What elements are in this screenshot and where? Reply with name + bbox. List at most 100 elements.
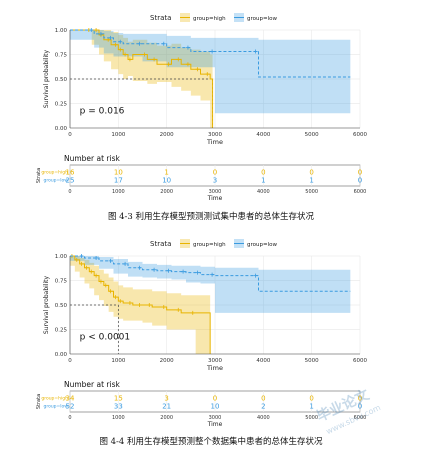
risk-x-tick-label: 3000 xyxy=(209,189,222,195)
censor-mark-high xyxy=(127,57,132,62)
risk-table-title: Number at risk xyxy=(64,380,121,389)
risk-count: 1 xyxy=(309,177,313,185)
risk-count: 10 xyxy=(162,177,171,185)
risk-count: 0 xyxy=(309,169,313,177)
x-tick-label: 1000 xyxy=(111,132,125,138)
censor-mark-low xyxy=(94,255,99,260)
risk-count: 33 xyxy=(114,403,123,411)
censor-mark-high xyxy=(84,265,89,270)
censor-mark-low xyxy=(98,31,103,36)
risk-count: 0 xyxy=(358,403,362,411)
risk-x-tick-label: 2000 xyxy=(160,189,173,195)
risk-x-tick-label: 0 xyxy=(68,189,71,195)
censor-mark-low xyxy=(161,41,166,46)
censor-mark-high xyxy=(89,269,94,274)
figure-caption-test-set: 图 4-3 利用生存模型预测测试集中患者的总体生存状况 xyxy=(107,212,315,222)
risk-x-tick-label: 3000 xyxy=(209,415,222,421)
censor-mark-high xyxy=(185,62,190,67)
risk-x-tick-label: 1000 xyxy=(112,415,125,421)
risk-table-ylabel: Strata xyxy=(36,168,42,183)
risk-count: 16 xyxy=(66,169,75,177)
x-tick-label: 4000 xyxy=(256,132,270,138)
risk-count: 10 xyxy=(114,169,123,177)
legend: Strata group=high group=low xyxy=(150,239,277,248)
censor-mark-high xyxy=(79,261,84,266)
risk-count: 15 xyxy=(114,395,123,403)
p-value-annotation: p = 0.016 xyxy=(80,106,125,116)
censor-mark-low xyxy=(195,270,200,275)
censor-mark-low xyxy=(89,28,94,32)
y-axis-title: Survival probability xyxy=(43,50,50,109)
censor-mark-high xyxy=(103,283,108,288)
y-tick-label: 0.25 xyxy=(55,328,68,334)
risk-count: 3 xyxy=(213,177,217,185)
censor-mark-high xyxy=(142,52,147,57)
legend-label: group=high xyxy=(193,16,226,22)
risk-x-tick-label: 2000 xyxy=(160,415,173,421)
p-value-annotation: p < 0.0001 xyxy=(80,332,130,342)
legend: Strata group=high group=low xyxy=(150,13,277,22)
censor-mark-low xyxy=(210,49,215,54)
risk-row-label: group=low xyxy=(43,178,68,184)
censor-mark-high xyxy=(94,28,99,32)
risk-count: 1 xyxy=(309,403,313,411)
legend-title: Strata xyxy=(150,14,171,22)
risk-count: 17 xyxy=(114,177,123,185)
x-tick-label: 2000 xyxy=(160,358,174,364)
risk-count: 52 xyxy=(66,403,75,411)
censor-mark-high xyxy=(205,72,210,77)
y-axis-title: Survival probability xyxy=(43,276,50,335)
censor-mark-high xyxy=(106,37,111,42)
censor-mark-low xyxy=(108,258,113,263)
legend-title: Strata xyxy=(150,240,171,248)
risk-count: 0 xyxy=(358,169,362,177)
risk-x-tick-label: 1000 xyxy=(112,189,125,195)
km-chart-full-dataset: Strata group=high group=low0.000.250.500.7… xyxy=(36,239,367,426)
censor-mark-high xyxy=(195,67,200,72)
risk-count: 0 xyxy=(261,169,265,177)
censor-mark-low xyxy=(79,254,84,258)
censor-mark-high xyxy=(161,304,166,309)
x-axis-title: Time xyxy=(206,138,223,146)
censor-mark-high xyxy=(147,303,152,307)
censor-mark-low xyxy=(108,35,113,40)
censor-mark-high xyxy=(137,303,142,307)
risk-count: 2 xyxy=(261,403,265,411)
risk-x-tick-label: 0 xyxy=(68,415,71,421)
risk-count: 25 xyxy=(66,177,75,185)
x-tick-label: 3000 xyxy=(208,132,222,138)
censor-mark-low xyxy=(181,269,186,274)
censor-mark-low xyxy=(185,45,190,50)
x-tick-label: 5000 xyxy=(305,132,319,138)
censor-mark-high xyxy=(123,52,128,57)
x-tick-label: 2000 xyxy=(160,132,174,138)
risk-row-label: group=high xyxy=(41,396,68,402)
survival-curve-high xyxy=(70,255,211,354)
risk-x-tick-label: 5000 xyxy=(305,415,318,421)
y-tick-label: 1.00 xyxy=(55,254,68,260)
risk-count: 0 xyxy=(213,395,217,403)
risk-count: 1 xyxy=(261,177,265,185)
censor-mark-high xyxy=(94,273,99,278)
figure-caption-full-dataset: 图 4-4 利用生存模型预测整个数据集中患者的总体生存状况 xyxy=(99,437,323,447)
risk-count: 0 xyxy=(358,395,362,403)
risk-row-label: group=high xyxy=(41,170,68,176)
legend-label: group=low xyxy=(247,242,277,248)
y-tick-label: 0.50 xyxy=(55,303,68,309)
x-tick-label: 6000 xyxy=(353,358,367,364)
y-tick-label: 0.25 xyxy=(55,102,68,108)
x-tick-label: 0 xyxy=(68,132,72,138)
censor-mark-low xyxy=(210,272,215,277)
censor-mark-low xyxy=(166,268,171,273)
risk-x-axis-title: Time xyxy=(207,421,223,426)
censor-mark-low xyxy=(118,39,123,44)
risk-count: 0 xyxy=(309,395,313,403)
y-tick-label: 0.00 xyxy=(55,352,68,358)
risk-table-title: Number at risk xyxy=(64,154,121,163)
censor-mark-high xyxy=(98,279,103,284)
censor-mark-low xyxy=(253,49,258,54)
censor-mark-high xyxy=(190,310,195,315)
risk-x-tick-label: 6000 xyxy=(354,415,367,421)
risk-x-axis-title: Time xyxy=(207,195,223,200)
